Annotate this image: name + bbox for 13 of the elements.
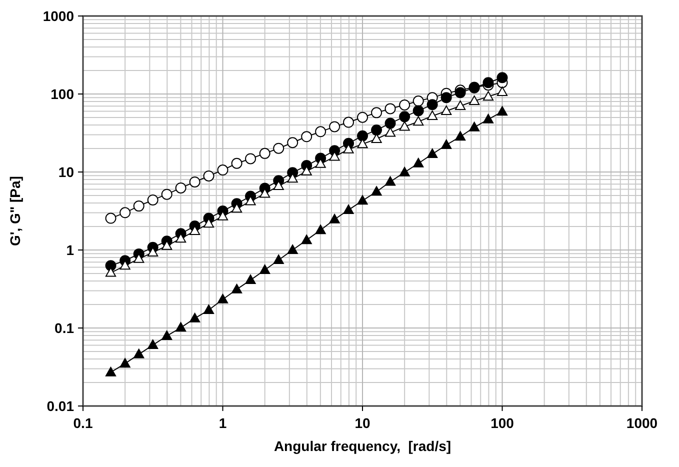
x-tick-label: 1000 bbox=[626, 415, 658, 431]
y-tick-label: 0.01 bbox=[46, 398, 74, 414]
y-tick-label: 10 bbox=[58, 164, 74, 180]
y-tick-label: 100 bbox=[50, 86, 74, 102]
y-tick-label: 0.1 bbox=[54, 320, 74, 336]
x-axis-title: Angular frequency, [rad/s] bbox=[274, 438, 452, 454]
x-tick-label: 100 bbox=[490, 415, 514, 431]
y-tick-label: 1 bbox=[66, 242, 74, 258]
x-tick-label: 1 bbox=[218, 415, 227, 431]
x-tick-label: 10 bbox=[354, 415, 370, 431]
y-axis-title: G', G" [Pa] bbox=[7, 176, 23, 246]
x-tick-label: 0.1 bbox=[73, 415, 93, 431]
y-tick-label: 1000 bbox=[42, 8, 74, 24]
